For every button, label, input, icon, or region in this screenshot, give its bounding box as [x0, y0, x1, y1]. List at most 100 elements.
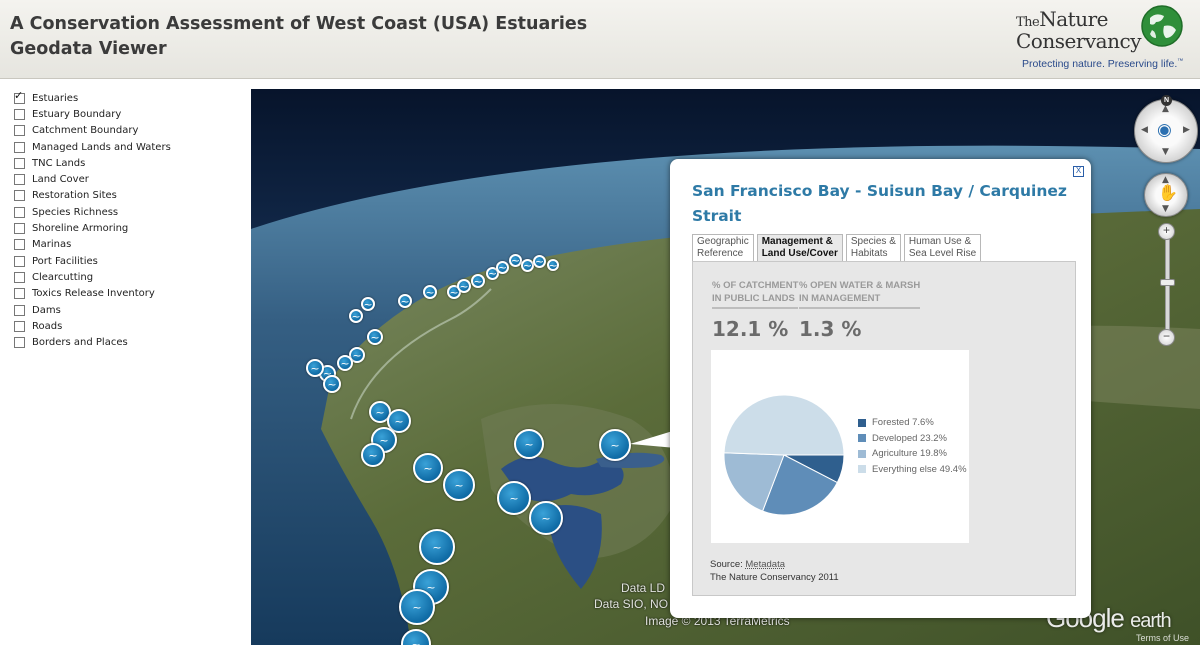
logo-nature: Nature: [1039, 7, 1108, 31]
wave-icon: ~: [426, 580, 436, 594]
zoom-slider-tick[interactable]: [1160, 279, 1175, 286]
layer-item[interactable]: Restoration Sites: [14, 188, 244, 204]
move-up-arrow-icon[interactable]: ▲: [1162, 175, 1169, 185]
layer-checkbox[interactable]: [14, 288, 25, 300]
layer-checkbox[interactable]: [14, 255, 25, 267]
layer-item[interactable]: Dams: [14, 302, 244, 318]
layer-item[interactable]: Species Richness: [14, 204, 244, 220]
popup-tab[interactable]: Geographic Reference: [692, 234, 754, 261]
layer-item[interactable]: Shoreline Armoring: [14, 220, 244, 236]
layer-checkbox[interactable]: [14, 89, 25, 104]
estuary-marker[interactable]: ~: [361, 443, 385, 467]
estuary-marker[interactable]: ~: [496, 261, 509, 274]
popup-tab[interactable]: Human Use & Sea Level Rise: [903, 234, 982, 261]
estuary-marker[interactable]: ~: [547, 259, 559, 271]
layer-item[interactable]: Marinas: [14, 237, 244, 253]
layer-item[interactable]: Port Facilities: [14, 253, 244, 269]
legend-label: Forested 7.6%: [872, 417, 934, 429]
terms-of-use-link[interactable]: Terms of Use: [1136, 633, 1190, 643]
estuary-marker[interactable]: ~: [423, 285, 437, 299]
layer-checkbox[interactable]: [14, 239, 25, 251]
layer-checkbox[interactable]: [14, 337, 25, 349]
layer-label: Dams: [32, 304, 61, 316]
estuary-marker[interactable]: ~: [471, 274, 485, 288]
estuary-marker[interactable]: ~: [337, 355, 353, 371]
look-control[interactable]: ◉ ▲ ▼ ◀ ▶: [1134, 99, 1198, 163]
estuary-marker[interactable]: ~: [419, 529, 455, 565]
estuary-marker[interactable]: ~: [497, 481, 531, 515]
hand-icon: ✋: [1158, 183, 1178, 202]
layer-label: Clearcutting: [32, 271, 94, 283]
estuary-marker[interactable]: ~: [399, 589, 435, 625]
stat-value-public-lands: 12.1 %: [712, 317, 789, 341]
estuary-marker[interactable]: ~: [387, 409, 411, 433]
layer-item[interactable]: Managed Lands and Waters: [14, 139, 244, 155]
estuary-marker[interactable]: ~: [486, 267, 499, 280]
layer-item[interactable]: Borders and Places: [14, 334, 244, 350]
layer-item[interactable]: Toxics Release Inventory: [14, 286, 244, 302]
estuary-marker[interactable]: ~: [361, 297, 375, 311]
estuary-marker[interactable]: ~: [457, 279, 471, 293]
page-title: A Conservation Assessment of West Coast …: [10, 12, 587, 62]
layer-label: Marinas: [32, 239, 72, 251]
look-left-arrow-icon[interactable]: ◀: [1141, 125, 1148, 135]
layer-item[interactable]: Clearcutting: [14, 269, 244, 285]
layer-checkbox[interactable]: [14, 320, 25, 332]
popup-tab[interactable]: Species & Habitats: [845, 234, 901, 261]
layer-item[interactable]: Estuary Boundary: [14, 106, 244, 122]
estuary-marker[interactable]: ~: [529, 501, 563, 535]
estuary-marker[interactable]: ~: [521, 259, 534, 272]
layer-item[interactable]: Estuaries: [14, 89, 244, 106]
estuary-marker[interactable]: ~: [323, 375, 341, 393]
layer-item[interactable]: Catchment Boundary: [14, 123, 244, 139]
move-down-arrow-icon[interactable]: ▼: [1162, 204, 1169, 214]
layer-checkbox[interactable]: [14, 304, 25, 316]
layer-checkbox[interactable]: [14, 141, 25, 153]
layer-label: Species Richness: [32, 206, 119, 218]
estuary-marker[interactable]: ~: [398, 294, 412, 308]
layer-checkbox[interactable]: [14, 174, 25, 186]
layer-checkbox[interactable]: [14, 108, 25, 120]
look-up-arrow-icon[interactable]: ▲: [1162, 104, 1169, 114]
layer-item[interactable]: Land Cover: [14, 171, 244, 187]
wave-icon: ~: [487, 267, 498, 280]
layer-checkbox[interactable]: [14, 190, 25, 202]
source-note: Source: Metadata The Nature Conservancy …: [710, 558, 839, 584]
estuary-marker[interactable]: ~: [443, 469, 475, 501]
estuary-marker[interactable]: ~: [306, 359, 324, 377]
close-icon[interactable]: X: [1073, 166, 1084, 177]
wave-icon: ~: [509, 491, 519, 505]
north-indicator[interactable]: N: [1161, 95, 1172, 106]
estuary-marker[interactable]: ~: [509, 254, 522, 267]
look-right-arrow-icon[interactable]: ▶: [1183, 125, 1190, 135]
estuary-marker[interactable]: ~: [533, 255, 546, 268]
layer-checkbox[interactable]: [14, 125, 25, 137]
popup-tab[interactable]: Management & Land Use/Cover: [756, 234, 843, 261]
layer-item[interactable]: Roads: [14, 318, 244, 334]
estuary-marker[interactable]: ~: [349, 309, 363, 323]
layer-checkbox[interactable]: [14, 223, 25, 235]
wave-icon: ~: [352, 348, 362, 362]
stat-value-open-water: 1.3 %: [799, 317, 862, 341]
zoom-out-button[interactable]: −: [1158, 329, 1175, 346]
layer-checkbox[interactable]: [14, 157, 25, 169]
wave-icon: ~: [610, 438, 620, 452]
layer-checkbox[interactable]: [14, 206, 25, 218]
look-down-arrow-icon[interactable]: ▼: [1162, 147, 1169, 157]
metadata-link[interactable]: Metadata: [745, 559, 786, 570]
estuary-marker[interactable]: ~: [514, 429, 544, 459]
estuary-marker[interactable]: ~: [367, 329, 383, 345]
source-org: The Nature Conservancy 2011: [710, 572, 839, 583]
layer-label: Roads: [32, 320, 63, 332]
tnc-logo[interactable]: TheNature Conservancy Protecting nature.…: [1012, 4, 1198, 72]
estuary-marker[interactable]: ~: [599, 429, 631, 461]
estuary-marker[interactable]: ~: [413, 453, 443, 483]
estuary-marker[interactable]: ~: [349, 347, 365, 363]
move-control[interactable]: ✋ ▲ ▼: [1144, 173, 1188, 217]
layer-item[interactable]: TNC Lands: [14, 155, 244, 171]
layer-checkbox[interactable]: [14, 271, 25, 283]
zoom-in-button[interactable]: +: [1158, 223, 1175, 240]
logo-wordmark-top: TheNature: [1016, 7, 1108, 31]
layer-label: TNC Lands: [32, 157, 86, 169]
wave-icon: ~: [522, 259, 533, 272]
